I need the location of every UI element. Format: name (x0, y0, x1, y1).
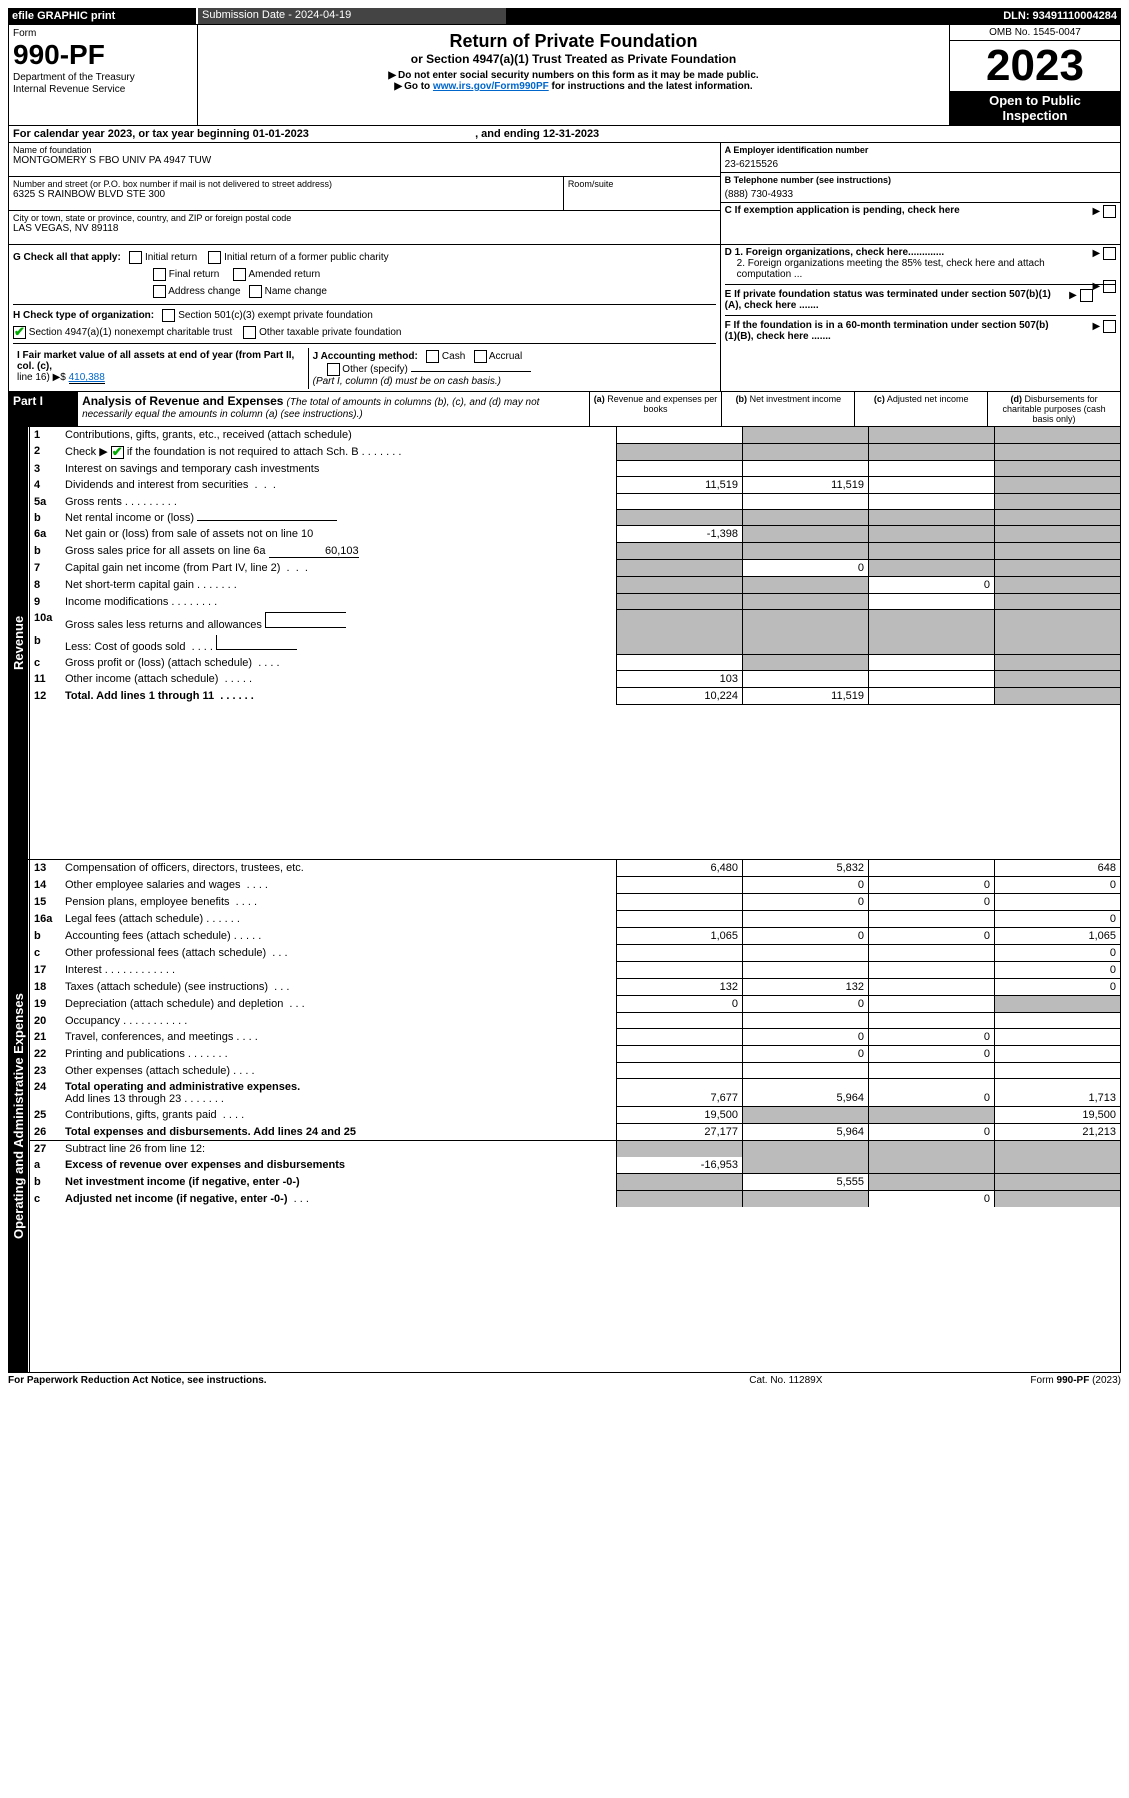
col-b: Net investment income (750, 394, 842, 404)
header-note2a: Go to (404, 81, 433, 92)
form-word: Form (13, 28, 36, 39)
cal-begin: 01-01-2023 (253, 128, 309, 140)
open-public: Open to Public (989, 93, 1081, 108)
dln: DLN: 93491110004284 (883, 8, 1121, 24)
entity-block: Name of foundation MONTGOMERY S FBO UNIV… (8, 143, 1121, 245)
inspection: Inspection (1002, 108, 1067, 123)
g-final-return[interactable] (153, 268, 166, 281)
line6b-val: 60,103 (269, 545, 359, 558)
d1-checkbox[interactable] (1103, 247, 1116, 260)
line12-a: 10,224 (617, 688, 743, 705)
h-4947a1[interactable] (13, 326, 26, 339)
line8-c: 0 (869, 577, 995, 594)
footer-left: For Paperwork Reduction Act Notice, see … (8, 1375, 689, 1386)
j-accrual[interactable] (474, 350, 487, 363)
part1-header: Part I Analysis of Revenue and Expenses … (8, 392, 1121, 427)
form-header: Form 990-PF Department of the Treasury I… (8, 24, 1121, 126)
c-label: C If exemption application is pending, c… (725, 205, 960, 216)
cal-pre: For calendar year 2023, or tax year begi… (13, 128, 253, 140)
phone-label: B Telephone number (see instructions) (725, 175, 1116, 185)
line6a-a: -1,398 (617, 526, 743, 543)
header-note2b: for instructions and the latest informat… (549, 81, 753, 92)
f-label: F If the foundation is in a 60-month ter… (725, 320, 1058, 342)
top-bar: efile GRAPHIC print Submission Date - 20… (8, 8, 1121, 24)
line27a-a: -16,953 (617, 1157, 743, 1174)
fmv-value[interactable]: 410,388 (69, 372, 105, 384)
g-label: G Check all that apply: (13, 252, 121, 263)
name-label: Name of foundation (13, 145, 716, 155)
col-a: Revenue and expenses per books (607, 394, 717, 414)
street-address: 6325 S RAINBOW BLVD STE 300 (13, 189, 559, 200)
line27c-c: 0 (869, 1191, 995, 1208)
calendar-year-row: For calendar year 2023, or tax year begi… (8, 126, 1121, 143)
e-label: E If private foundation status was termi… (725, 289, 1058, 311)
ein-label: A Employer identification number (725, 145, 1116, 155)
page-footer: For Paperwork Reduction Act Notice, see … (8, 1375, 1121, 1386)
line27b-b: 5,555 (743, 1174, 869, 1191)
form-subtitle: or Section 4947(a)(1) Trust Treated as P… (202, 52, 945, 66)
city-label: City or town, state or province, country… (13, 213, 716, 223)
h-label: H Check type of organization: (13, 310, 154, 321)
part1-title: Analysis of Revenue and Expenses (82, 394, 283, 408)
efile-label[interactable]: efile GRAPHIC print (8, 8, 197, 24)
footer-mid: Cat. No. 11289X (689, 1375, 882, 1386)
expenses-side-label: Operating and Administrative Expenses (9, 860, 28, 1372)
line4-b: 11,519 (743, 477, 869, 494)
g-amended[interactable] (233, 268, 246, 281)
tax-year: 2023 (950, 41, 1120, 91)
part1-table: Revenue 1Contributions, gifts, grants, e… (8, 427, 1121, 1373)
form990pf-link[interactable]: www.irs.gov/Form990PF (433, 81, 549, 92)
g-initial-return[interactable] (129, 251, 142, 264)
j-note: (Part I, column (d) must be on cash basi… (313, 376, 501, 387)
line11-a: 103 (617, 671, 743, 688)
i-label: I Fair market value of all assets at end… (17, 350, 294, 372)
col-c: Adjusted net income (887, 394, 969, 404)
cal-mid: , and ending (475, 128, 543, 140)
omb-number: OMB No. 1545-0047 (950, 25, 1120, 41)
submission-date: Submission Date - 2024-04-19 (197, 8, 506, 24)
revenue-side-label: Revenue (9, 427, 28, 859)
city-state-zip: LAS VEGAS, NV 89118 (13, 223, 716, 234)
phone-value: (888) 730-4933 (725, 189, 1116, 200)
form-number: 990-PF (13, 39, 105, 70)
d2-checkbox[interactable] (1103, 280, 1116, 293)
cal-end: 12-31-2023 (543, 128, 599, 140)
ein-value: 23-6215526 (725, 159, 1116, 170)
j-cash[interactable] (426, 350, 439, 363)
dept-label: Department of the Treasury (13, 72, 135, 83)
addr-label: Number and street (or P.O. box number if… (13, 179, 559, 189)
d1-label: D 1. Foreign organizations, check here..… (725, 247, 945, 258)
line7-b: 0 (743, 560, 869, 577)
f-checkbox[interactable] (1103, 320, 1116, 333)
g-address-change[interactable] (153, 285, 166, 298)
j-label: J Accounting method: (313, 351, 418, 362)
c-checkbox[interactable] (1103, 205, 1116, 218)
g-initial-former[interactable] (208, 251, 221, 264)
h-501c3[interactable] (162, 309, 175, 322)
schb-checkbox[interactable] (111, 446, 124, 459)
foundation-name: MONTGOMERY S FBO UNIV PA 4947 TUW (13, 155, 716, 166)
g-name-change[interactable] (249, 285, 262, 298)
h-other-taxable[interactable] (243, 326, 256, 339)
header-note1: Do not enter social security numbers on … (398, 70, 759, 81)
part1-label: Part I (9, 392, 79, 427)
line12-b: 11,519 (743, 688, 869, 705)
d2-label: 2. Foreign organizations meeting the 85%… (725, 258, 1070, 280)
e-checkbox[interactable] (1080, 289, 1093, 302)
ghdef-block: G Check all that apply: Initial return I… (8, 245, 1121, 392)
i-line: line 16) ▶$ (17, 372, 66, 383)
irs-label: Internal Revenue Service (13, 84, 125, 95)
room-label: Room/suite (568, 179, 716, 189)
j-other[interactable] (327, 363, 340, 376)
form-title: Return of Private Foundation (202, 31, 945, 52)
line4-a: 11,519 (617, 477, 743, 494)
footer-right: Form 990-PF (2023) (882, 1375, 1121, 1386)
